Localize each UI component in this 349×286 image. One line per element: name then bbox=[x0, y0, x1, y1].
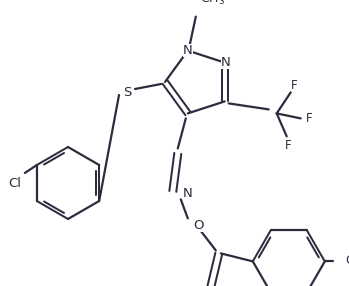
Text: O: O bbox=[193, 219, 203, 232]
Text: CH$_3$: CH$_3$ bbox=[345, 254, 349, 269]
Text: F: F bbox=[305, 112, 312, 125]
Text: N: N bbox=[183, 187, 193, 200]
Text: N: N bbox=[183, 44, 193, 57]
Text: F: F bbox=[284, 139, 291, 152]
Text: S: S bbox=[123, 86, 131, 98]
Text: Cl: Cl bbox=[8, 177, 21, 190]
Text: N: N bbox=[221, 56, 231, 69]
Text: F: F bbox=[290, 79, 297, 92]
Text: CH$_3$: CH$_3$ bbox=[200, 0, 225, 7]
